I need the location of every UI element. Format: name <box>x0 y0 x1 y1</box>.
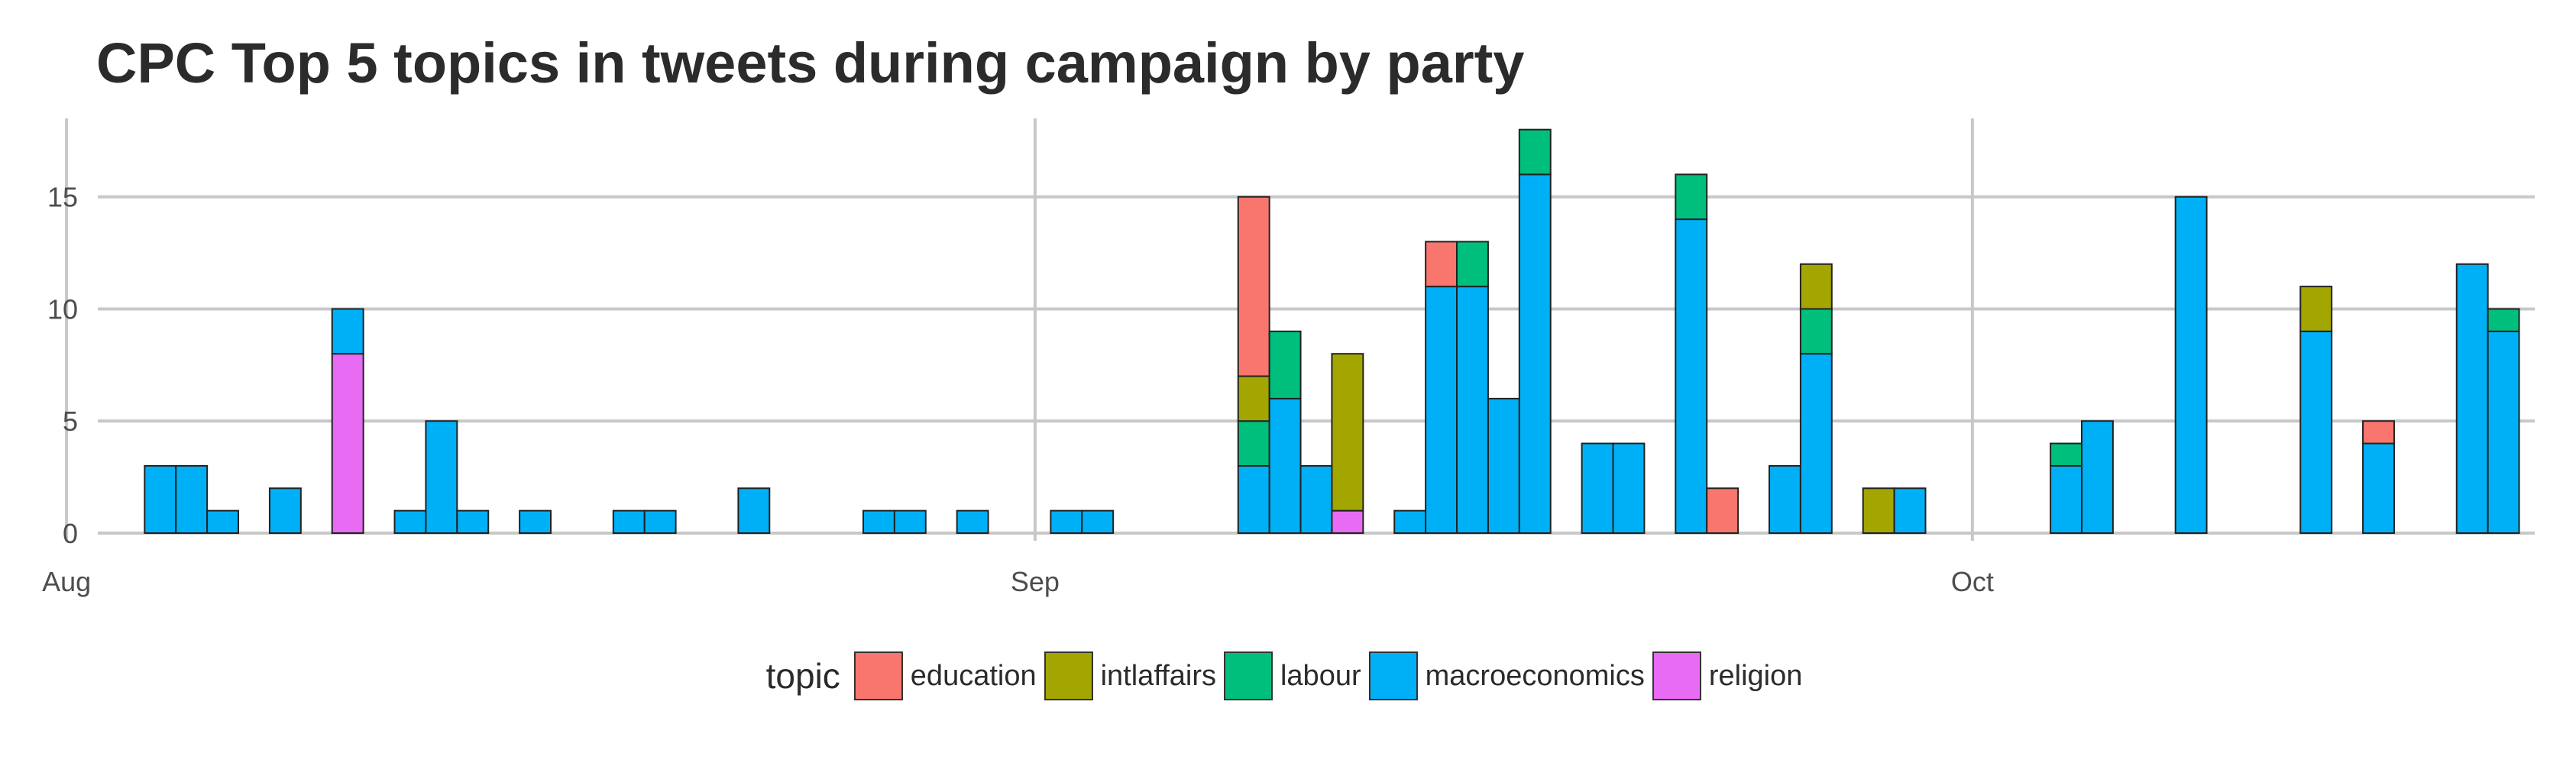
x-tick-label: Oct <box>1951 566 1994 597</box>
bar-segment-macroeconomics <box>1675 218 1708 534</box>
legend-swatch <box>853 651 903 700</box>
y-tick-label: 10 <box>47 293 78 325</box>
bar-segment-macroeconomics <box>1769 464 1801 534</box>
bar-segment-labour <box>1237 420 1270 467</box>
bar-segment-macroeconomics <box>1893 487 1927 535</box>
bar-segment-macroeconomics <box>1299 464 1333 534</box>
bar-segment-labour <box>1799 308 1833 355</box>
legend: topic education intlaffairs labour macroeco… <box>0 642 2576 710</box>
bar-segment-macroeconomics <box>1487 397 1520 535</box>
legend-label: intlaffairs <box>1100 659 1216 692</box>
legend-label: education <box>910 659 1037 692</box>
bar-segment-macroeconomics <box>1050 509 1083 534</box>
bar-segment-macroeconomics <box>519 509 552 534</box>
bar-segment-labour <box>1456 241 1489 288</box>
bar-segment-macroeconomics <box>956 509 989 534</box>
bar-segment-education <box>1425 241 1458 288</box>
bar-segment-macroeconomics <box>2080 420 2114 534</box>
bar-segment-macroeconomics <box>1081 509 1115 534</box>
bar-segment-macroeconomics <box>862 509 895 534</box>
bars <box>144 128 2520 535</box>
legend-swatch <box>1652 651 1701 700</box>
bar-segment-macroeconomics <box>175 464 209 534</box>
bar-segment-religion <box>1331 509 1364 534</box>
bar-segment-intlaffairs <box>1237 375 1270 422</box>
bar-segment-macroeconomics <box>1237 464 1270 534</box>
bar-segment-labour <box>2050 442 2082 467</box>
bar-segment-intlaffairs <box>1331 353 1364 512</box>
bar-segment-macroeconomics <box>1425 286 1458 534</box>
bar-segment-intlaffairs <box>1862 487 1895 535</box>
legend-items: education intlaffairs labour macroeconomics… <box>853 651 1811 700</box>
bar-segment-intlaffairs <box>2299 286 2333 332</box>
legend-item-intlaffairs: intlaffairs <box>1044 651 1216 700</box>
bar-segment-labour <box>2487 308 2520 332</box>
bar-segment-macroeconomics <box>393 509 427 534</box>
bar-segment-macroeconomics <box>456 509 490 534</box>
legend-title: topic <box>765 656 840 696</box>
grid-lines <box>65 118 2535 541</box>
legend-label: macroeconomics <box>1425 659 1645 692</box>
legend-label: labour <box>1280 659 1361 692</box>
x-tick-label: Aug <box>42 566 91 597</box>
bar-segment-macroeconomics <box>144 464 177 534</box>
y-tick-label: 5 <box>63 406 78 437</box>
bar-segment-macroeconomics <box>1581 442 1614 535</box>
bar-segment-macroeconomics <box>1268 397 1302 535</box>
bar-segment-macroeconomics <box>2299 330 2333 534</box>
bar-segment-macroeconomics <box>643 509 677 534</box>
bar-segment-macroeconomics <box>1393 509 1427 534</box>
bar-segment-macroeconomics <box>1799 353 1833 534</box>
bar-segment-macroeconomics <box>612 509 646 534</box>
chart-title: CPC Top 5 topics in tweets during campai… <box>96 31 1525 95</box>
bar-segment-macroeconomics <box>2050 464 2082 534</box>
bar-segment-macroeconomics <box>2362 442 2395 535</box>
bar-segment-labour <box>1268 330 1302 399</box>
legend-swatch <box>1044 651 1093 700</box>
legend-swatch <box>1223 651 1273 700</box>
bar-segment-education <box>2362 420 2395 445</box>
bar-segment-religion <box>331 353 364 534</box>
legend-item-religion: religion <box>1652 651 1803 700</box>
bar-segment-macroeconomics <box>1612 442 1646 535</box>
bar-segment-macroeconomics <box>2487 330 2520 534</box>
x-tick-label: Sep <box>1011 566 1060 597</box>
bar-segment-macroeconomics <box>1518 173 1552 534</box>
legend-swatch <box>1368 651 1418 700</box>
bar-segment-education <box>1706 487 1739 535</box>
y-tick-label: 15 <box>47 182 78 213</box>
bar-segment-macroeconomics <box>268 487 302 535</box>
legend-item-labour: labour <box>1223 651 1361 700</box>
legend-label: religion <box>1708 659 1803 692</box>
bar-segment-intlaffairs <box>1799 263 1833 310</box>
bar-segment-macroeconomics <box>2174 196 2208 534</box>
legend-item-macroeconomics: macroeconomics <box>1368 651 1645 700</box>
bar-segment-education <box>1237 196 1270 377</box>
bar-segment-macroeconomics <box>893 509 927 534</box>
bar-segment-labour <box>1518 128 1552 176</box>
axis-labels: 0 5 10 15 Aug Sep Oct <box>42 182 1994 597</box>
bar-segment-macroeconomics <box>331 308 364 355</box>
bar-segment-macroeconomics <box>206 509 240 534</box>
legend-item-education: education <box>853 651 1037 700</box>
y-tick-label: 0 <box>63 518 78 549</box>
bar-segment-macroeconomics <box>1456 286 1489 534</box>
bar-segment-macroeconomics <box>2455 263 2489 534</box>
bar-segment-macroeconomics <box>425 420 458 534</box>
bar-segment-labour <box>1675 173 1708 221</box>
bar-segment-macroeconomics <box>737 487 771 535</box>
